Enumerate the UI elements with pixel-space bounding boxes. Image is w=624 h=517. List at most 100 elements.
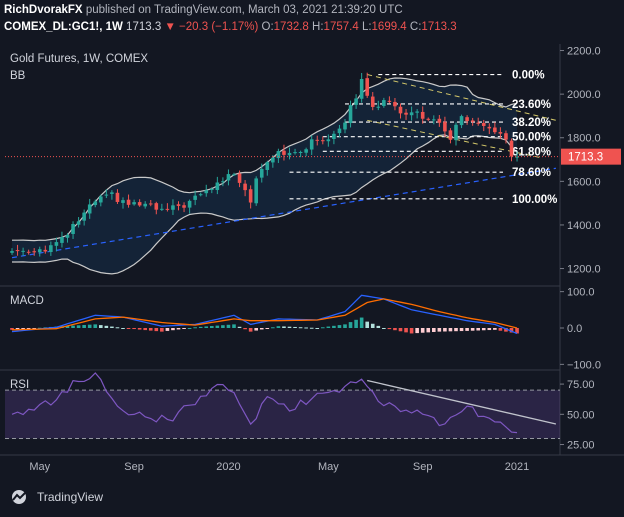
macd-histogram-bar: [304, 327, 308, 329]
macd-histogram-bar: [265, 328, 270, 329]
last-price: 1713.3: [126, 21, 162, 33]
candle-body: [254, 178, 258, 204]
fib-level-label: 0.00%: [512, 70, 545, 82]
macd-histogram-bar: [476, 328, 480, 331]
close-value: 1713.3: [421, 21, 457, 33]
symbol-line: COMEX_DL:GC1!, 1W 1713.3 ▼ −20.3 (−1.17%…: [4, 21, 457, 33]
price-tick-label: 1400.0: [567, 220, 601, 232]
macd-histogram-bar: [459, 328, 464, 332]
candle-body: [99, 196, 103, 203]
bb-lower-line: [12, 134, 518, 275]
macd-histogram-bar: [448, 328, 453, 332]
candle-body: [448, 130, 453, 140]
macd-histogram-bar: [393, 328, 397, 331]
author-name[interactable]: RichDvorakFX: [4, 4, 83, 16]
macd-histogram-bar: [176, 328, 181, 330]
macd-histogram-bar: [493, 328, 497, 330]
high-label: H:: [312, 21, 324, 33]
fib-level-label: 50.00%: [512, 132, 551, 144]
candle-body: [237, 173, 242, 183]
macd-pane-title: MACD: [10, 295, 44, 307]
candle-body: [498, 132, 503, 134]
macd-histogram-bar: [26, 328, 31, 329]
signal-line: [11, 298, 518, 331]
macd-histogram-bar: [337, 325, 342, 328]
candle-body: [376, 106, 381, 108]
macd-histogram-bar: [365, 321, 369, 328]
macd-histogram-bar: [515, 328, 519, 334]
low-label: L:: [361, 21, 372, 33]
candle-body: [465, 117, 469, 122]
candle-body: [215, 182, 220, 191]
candle-body: [487, 126, 492, 129]
candle-body: [387, 100, 392, 102]
candle-body: [198, 194, 203, 196]
symbol-name[interactable]: COMEX_DL:GC1!, 1W: [4, 21, 123, 33]
tradingview-logo[interactable]: TradingView: [6, 489, 103, 505]
candle-body: [232, 174, 236, 176]
macd-histogram-bar: [276, 326, 281, 328]
macd-histogram-bar: [404, 328, 408, 333]
macd-histogram-bar: [121, 328, 125, 329]
candle-body: [160, 208, 164, 210]
macd-histogram-bar: [354, 319, 358, 328]
candle-body: [32, 251, 36, 253]
macd-histogram-bar: [420, 328, 425, 333]
tradingview-logo-icon: [12, 490, 26, 504]
macd-tick-label: 0.0: [567, 323, 582, 335]
fib-level-label: 61.80%: [512, 146, 551, 158]
candle-body: [398, 106, 403, 114]
candle-body: [404, 112, 408, 115]
macd-histogram-bar: [498, 328, 503, 331]
candle-body: [426, 118, 431, 120]
candle-body: [348, 105, 353, 124]
last-price-badge: [561, 148, 621, 165]
macd-histogram-bar: [193, 327, 197, 329]
candle-body: [420, 111, 425, 119]
macd-histogram-bar: [382, 328, 386, 329]
candle-body: [454, 124, 458, 141]
macd-line: [11, 294, 518, 335]
candle-body: [265, 162, 270, 170]
macd-histogram-bar: [237, 326, 242, 328]
rsi-tick-label: 75.00: [567, 379, 595, 391]
macd-histogram-bar: [348, 322, 353, 328]
candle-body: [476, 122, 480, 124]
macd-histogram-bar: [115, 327, 120, 329]
candle-body: [437, 118, 442, 123]
macd-histogram-bar: [432, 328, 436, 332]
candle-body: [187, 200, 192, 208]
macd-histogram-bar: [148, 328, 153, 331]
macd-histogram-bar: [271, 327, 275, 329]
tradingview-brand: TradingView: [37, 490, 104, 504]
support-trendline: [11, 167, 556, 259]
macd-tick-label: 100.0: [567, 287, 595, 299]
macd-histogram-bar: [443, 328, 447, 332]
candle-body: [282, 150, 286, 155]
candle-body: [43, 249, 48, 252]
macd-histogram-bar: [259, 328, 264, 330]
macd-histogram-bar: [182, 328, 186, 329]
candle-body: [193, 195, 197, 200]
macd-histogram-bar: [204, 326, 209, 328]
candle-body: [176, 204, 181, 206]
candle-body: [137, 202, 142, 206]
candle-body: [226, 174, 231, 181]
last-price-label: 1713.3: [568, 152, 603, 164]
candle-body: [248, 189, 253, 203]
time-tick-label: Sep: [413, 461, 433, 473]
macd-tick-label: −100.0: [567, 359, 601, 371]
candle-body: [126, 199, 131, 205]
published-text: published on TradingView.com, March 03, …: [85, 4, 403, 16]
candle-body: [382, 100, 386, 106]
price-pane-title: Gold Futures, 1W, COMEX: [10, 53, 148, 65]
candle-body: [110, 192, 114, 194]
candle-body: [415, 111, 419, 113]
candle-body: [148, 203, 153, 205]
open-value: 1732.8: [273, 21, 309, 33]
candle-body: [182, 205, 186, 208]
candle-body: [293, 152, 297, 154]
candle-body: [115, 192, 120, 202]
macd-histogram-bar: [137, 328, 142, 330]
